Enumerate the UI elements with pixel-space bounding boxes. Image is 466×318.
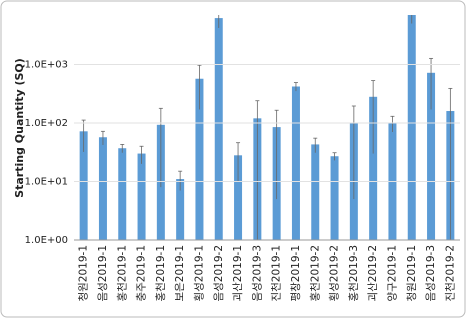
- x-tick-label: 보은2019-1: [174, 245, 186, 302]
- bar: [98, 137, 107, 240]
- bar: [214, 18, 223, 240]
- x-tick-label: 홍천2019-1: [115, 245, 128, 302]
- x-tick-label: 음성2019-3: [251, 245, 263, 302]
- bar: [369, 96, 378, 241]
- x-tick-label: 양구2019-1: [386, 245, 398, 302]
- x-tick-label: 홍천2019-3: [347, 245, 360, 302]
- bar: [234, 155, 243, 240]
- x-tick-label: 횡성2019-2: [328, 245, 341, 302]
- x-tick-label: 청원2019-1: [78, 245, 90, 302]
- bar: [311, 144, 320, 240]
- bar: [427, 72, 436, 241]
- x-tick-label: 괴산2019-2: [367, 245, 379, 302]
- y-tick-label: 1.0E+02: [25, 118, 68, 129]
- bar: [176, 179, 185, 240]
- bar: [118, 148, 127, 240]
- bar: [137, 153, 146, 240]
- bar: [195, 78, 204, 240]
- x-tick-label: 진천2019-2: [444, 245, 456, 302]
- bar: [330, 156, 339, 240]
- x-tick-label: 충주2019-1: [136, 245, 148, 302]
- y-tick-label: 1.0E+00: [25, 235, 68, 246]
- x-tick-label: 괴산2019-1: [232, 245, 244, 302]
- x-tick-label: 음성2019-3: [425, 245, 437, 302]
- x-tick-label: 진천2019-1: [271, 245, 283, 302]
- x-tick-label: 평창2019-1: [290, 245, 302, 302]
- x-tick-label: 음성2019-1: [97, 245, 109, 302]
- x-tick-label: 청원2019-1: [406, 245, 418, 302]
- y-tick-label: 1.0E+03: [25, 59, 68, 70]
- y-axis-title: Starting Quantity (SQ): [13, 58, 26, 198]
- bar: [291, 86, 300, 241]
- y-tick-label: 1.0E+01: [25, 176, 68, 187]
- x-tick-label: 횡성2019-1: [192, 245, 205, 302]
- x-tick-label: 홍천2019-2: [308, 245, 321, 302]
- x-tick-label: 홍천2019-1: [154, 245, 167, 302]
- bar: [407, 15, 416, 240]
- x-tick-label: 음성2019-2: [213, 245, 225, 302]
- bar: [79, 131, 88, 240]
